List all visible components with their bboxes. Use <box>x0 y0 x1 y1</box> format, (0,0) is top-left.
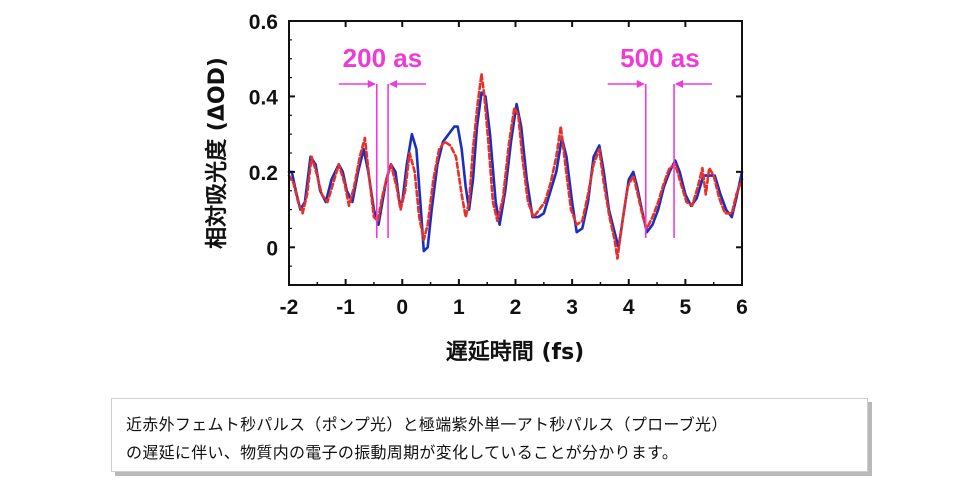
delay-absorbance-chart: 200 as 500 as -2 -1 0 1 2 3 4 5 6 0 0.2 0.4 0.6 遅延時間… <box>204 11 748 365</box>
x-axis-title: 遅延時間 (fs) <box>446 340 584 365</box>
x-axis: -2 -1 0 1 2 3 4 5 6 <box>280 21 748 319</box>
series-line-1 <box>287 91 744 253</box>
x-tick-label: 2 <box>510 296 522 319</box>
interval-annotation-2: 500 as <box>607 43 713 238</box>
interval-annotation-1: 200 as <box>338 43 427 238</box>
interval-label: 500 as <box>620 43 700 73</box>
y-tick-label: 0.6 <box>249 11 278 34</box>
y-tick-label: 0.4 <box>249 86 279 109</box>
caption-line-2: の遅延に伴い、物質内の電子の振動周期が変化していることが分かります。 <box>126 443 679 462</box>
annotations: 200 as 500 as <box>338 43 713 238</box>
x-tick-label: 4 <box>623 296 635 319</box>
x-tick-label: 0 <box>396 296 408 319</box>
interval-arrowhead <box>367 80 376 88</box>
caption-line-1: 近赤外フェムト秒パルス（ポンプ光）と極端紫外単一アト秒パルス（プローブ光） <box>126 415 728 434</box>
x-tick-label: 6 <box>736 296 748 319</box>
y-axis: 0 0.2 0.4 0.6 <box>249 11 742 286</box>
caption-box: 近赤外フェムト秒パルス（ポンプ光）と極端紫外単一アト秒パルス（プローブ光） の遅… <box>111 398 868 472</box>
series-line-2 <box>287 72 744 260</box>
x-tick-label: 5 <box>680 296 692 319</box>
interval-arrowhead <box>675 80 684 88</box>
x-tick-label: -1 <box>336 296 355 319</box>
y-axis-title: 相対吸光度 (ΔOD) <box>204 57 230 249</box>
x-tick-label: 1 <box>453 296 465 319</box>
interval-arrowhead <box>389 80 398 88</box>
x-tick-label: 3 <box>566 296 578 319</box>
interval-label: 200 as <box>343 43 423 73</box>
x-tick-label: -2 <box>280 296 299 319</box>
interval-arrowhead <box>636 80 645 88</box>
y-tick-label: 0.2 <box>249 162 278 185</box>
plot-lines <box>287 72 744 260</box>
y-tick-label: 0 <box>266 237 278 260</box>
